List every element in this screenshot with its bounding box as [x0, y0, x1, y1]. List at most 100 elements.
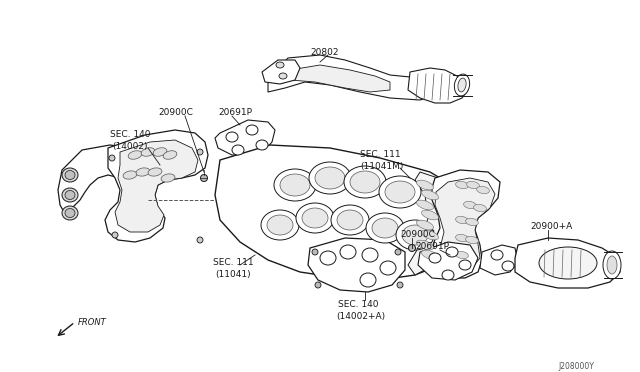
Text: (11041M): (11041M)	[360, 162, 403, 171]
Ellipse shape	[226, 132, 238, 142]
Ellipse shape	[360, 273, 376, 287]
Ellipse shape	[153, 148, 167, 156]
Ellipse shape	[261, 210, 299, 240]
Ellipse shape	[380, 261, 396, 275]
Polygon shape	[408, 172, 462, 275]
Ellipse shape	[421, 230, 438, 240]
Ellipse shape	[320, 251, 336, 265]
Ellipse shape	[402, 225, 428, 245]
Ellipse shape	[65, 170, 75, 180]
Ellipse shape	[502, 261, 514, 271]
Ellipse shape	[340, 245, 356, 259]
Polygon shape	[480, 245, 518, 275]
Ellipse shape	[459, 260, 471, 270]
Ellipse shape	[417, 180, 433, 190]
Ellipse shape	[456, 251, 468, 259]
Text: FRONT: FRONT	[78, 318, 107, 327]
Ellipse shape	[421, 210, 438, 220]
Text: 20900+A: 20900+A	[530, 222, 572, 231]
Text: 20802: 20802	[310, 48, 339, 57]
Ellipse shape	[344, 166, 386, 198]
Ellipse shape	[246, 125, 258, 135]
Polygon shape	[58, 145, 148, 212]
Ellipse shape	[337, 210, 363, 230]
Polygon shape	[515, 238, 620, 288]
Ellipse shape	[123, 171, 137, 179]
Ellipse shape	[385, 181, 415, 203]
Ellipse shape	[395, 249, 401, 255]
Ellipse shape	[62, 188, 78, 202]
Ellipse shape	[477, 186, 490, 194]
Ellipse shape	[465, 218, 479, 226]
Ellipse shape	[136, 168, 150, 176]
Text: 20691P: 20691P	[218, 108, 252, 117]
Ellipse shape	[603, 251, 621, 279]
Ellipse shape	[163, 151, 177, 159]
Ellipse shape	[454, 74, 470, 96]
Ellipse shape	[446, 247, 458, 257]
Text: (11041): (11041)	[215, 270, 251, 279]
Ellipse shape	[429, 253, 441, 263]
Ellipse shape	[456, 234, 468, 242]
Polygon shape	[262, 60, 300, 84]
Ellipse shape	[442, 270, 454, 280]
Ellipse shape	[197, 237, 203, 243]
Polygon shape	[115, 140, 198, 232]
Ellipse shape	[458, 78, 466, 92]
Ellipse shape	[372, 218, 398, 238]
Ellipse shape	[417, 200, 433, 210]
Text: 20900C: 20900C	[400, 230, 435, 239]
Ellipse shape	[128, 151, 142, 159]
Polygon shape	[215, 145, 462, 280]
Ellipse shape	[62, 168, 78, 182]
Polygon shape	[308, 238, 405, 292]
Ellipse shape	[274, 169, 316, 201]
Polygon shape	[268, 55, 435, 100]
Ellipse shape	[109, 155, 115, 161]
Ellipse shape	[421, 250, 438, 260]
Ellipse shape	[331, 205, 369, 235]
Polygon shape	[418, 242, 478, 280]
Ellipse shape	[396, 220, 434, 250]
Ellipse shape	[312, 249, 318, 255]
Ellipse shape	[397, 282, 403, 288]
Ellipse shape	[421, 190, 438, 200]
Ellipse shape	[491, 250, 503, 260]
Ellipse shape	[408, 244, 415, 251]
Ellipse shape	[302, 208, 328, 228]
Ellipse shape	[315, 167, 345, 189]
Ellipse shape	[463, 201, 476, 209]
Ellipse shape	[296, 203, 334, 233]
Ellipse shape	[200, 174, 207, 182]
Polygon shape	[105, 130, 208, 242]
Ellipse shape	[65, 208, 75, 218]
Ellipse shape	[417, 220, 433, 230]
Ellipse shape	[112, 232, 118, 238]
Ellipse shape	[456, 217, 468, 224]
Ellipse shape	[362, 248, 378, 262]
Ellipse shape	[276, 62, 284, 68]
Text: SEC. 140: SEC. 140	[110, 130, 150, 139]
Ellipse shape	[232, 145, 244, 155]
Ellipse shape	[474, 204, 486, 212]
Text: (14002+A): (14002+A)	[336, 312, 385, 321]
Text: J208000Y: J208000Y	[558, 362, 594, 371]
Text: 20691P: 20691P	[415, 242, 449, 251]
Polygon shape	[408, 68, 468, 103]
Polygon shape	[215, 120, 275, 155]
Ellipse shape	[607, 256, 617, 274]
Polygon shape	[435, 178, 495, 270]
Ellipse shape	[379, 176, 421, 208]
Text: 20900C: 20900C	[158, 108, 193, 117]
Ellipse shape	[417, 240, 433, 250]
Ellipse shape	[279, 73, 287, 79]
Ellipse shape	[280, 174, 310, 196]
Ellipse shape	[315, 282, 321, 288]
Ellipse shape	[366, 213, 404, 243]
Ellipse shape	[350, 171, 380, 193]
Ellipse shape	[161, 174, 175, 182]
Ellipse shape	[65, 190, 75, 199]
Ellipse shape	[309, 162, 351, 194]
Ellipse shape	[539, 247, 597, 279]
Text: SEC. 140: SEC. 140	[338, 300, 378, 309]
